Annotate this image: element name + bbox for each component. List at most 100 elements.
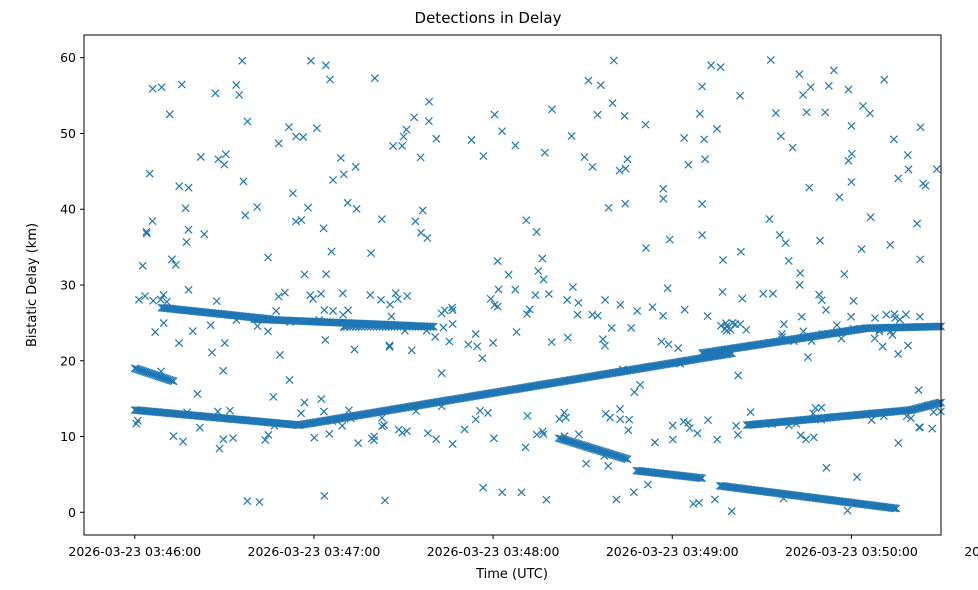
data-point-1727 (700, 135, 709, 144)
data-point-1446 (352, 204, 361, 213)
data-point-1481 (483, 408, 492, 417)
data-point-1485 (511, 141, 520, 150)
data-point-1344 (471, 415, 480, 424)
data-point-1625 (393, 295, 402, 304)
data-point-1292 (390, 322, 399, 331)
data-point-1546 (464, 340, 473, 349)
data-point-1504 (315, 316, 324, 325)
data-point-1575 (325, 75, 335, 84)
data-point-1057 (584, 443, 593, 452)
data-point-1376 (544, 289, 553, 299)
data-point-1571 (779, 494, 788, 503)
data-point-1673 (902, 412, 911, 421)
data-point-1509 (568, 283, 577, 292)
data-point-1585 (328, 416, 337, 426)
data-point-1296 (402, 322, 411, 331)
marker-layer (130, 55, 946, 516)
data-point-1609 (479, 152, 488, 161)
data-point-1338 (684, 418, 693, 427)
data-point-1314 (264, 430, 273, 439)
data-point-1659 (377, 413, 387, 422)
data-point-1667 (710, 495, 719, 504)
data-point-1734 (693, 429, 702, 438)
data-point-1519 (400, 326, 409, 335)
data-point-1415 (300, 398, 309, 407)
data-point-1456 (177, 80, 186, 89)
data-point-1334 (319, 407, 328, 416)
data-point-1501 (703, 312, 712, 321)
data-point-1738 (148, 84, 157, 93)
data-point-1715 (151, 328, 160, 337)
data-point-1305 (429, 322, 438, 331)
data-point-1300 (414, 322, 423, 331)
data-point-1669 (141, 292, 150, 301)
data-point-1436 (387, 312, 396, 321)
data-point-1309 (795, 70, 804, 79)
data-point-974 (933, 399, 943, 408)
data-point-1278 (348, 322, 357, 331)
data-point-1562 (511, 285, 520, 294)
data-point-1590 (795, 280, 804, 289)
data-point-1760 (608, 99, 617, 108)
data-point-1644 (423, 429, 432, 438)
data-point-1614 (304, 203, 313, 212)
data-point-1429 (894, 350, 903, 359)
data-point-1042 (562, 436, 571, 445)
data-point-1321 (159, 290, 168, 299)
data-point-1768 (698, 199, 707, 208)
data-point-1753 (339, 170, 348, 179)
data-point-1482 (310, 433, 319, 442)
data-point-1561 (540, 148, 549, 157)
data-point-1622 (843, 506, 852, 515)
data-point-1490 (929, 408, 938, 417)
data-point-1370 (417, 228, 426, 237)
x-tick-label-4: 2026-03-23 03:50:00 (785, 544, 918, 559)
data-point-1573 (824, 81, 833, 90)
data-point-1690 (418, 206, 427, 215)
data-point-1246 (890, 504, 899, 513)
data-point-1635 (618, 365, 627, 374)
data-point-1689 (320, 305, 329, 315)
data-point-1747 (241, 211, 250, 220)
data-point-1462 (424, 117, 433, 126)
data-point-1364 (718, 287, 727, 296)
data-point-1739 (157, 83, 166, 92)
data-point-1654 (733, 430, 742, 439)
data-point-1403 (584, 76, 593, 85)
data-point-1128 (698, 474, 707, 483)
data-point-1493 (206, 321, 215, 330)
data-point-1719 (297, 409, 306, 418)
data-point-1126 (695, 473, 704, 482)
data-point-1623 (239, 177, 248, 186)
data-point-1077 (614, 452, 623, 461)
data-point-1449 (274, 292, 283, 301)
data-point-1685 (679, 417, 688, 426)
data-point-783 (935, 322, 944, 331)
data-point-1662 (473, 342, 482, 351)
data-point-1775 (835, 193, 844, 202)
data-point-1516 (389, 142, 398, 151)
data-point-1473 (165, 110, 174, 119)
data-point-1043 (563, 436, 572, 445)
data-point-1059 (587, 444, 596, 453)
data-point-1308 (243, 497, 252, 506)
data-point-1645 (903, 341, 913, 350)
data-point-1594 (270, 421, 279, 430)
data-point-1477 (200, 230, 209, 239)
data-point-1517 (878, 342, 887, 351)
data-point-1496 (476, 406, 485, 415)
data-point-1596 (721, 319, 730, 328)
data-point-1347 (829, 66, 838, 75)
data-point-1565 (486, 294, 495, 303)
data-point-25 (168, 376, 177, 385)
data-point-1773 (775, 230, 784, 240)
data-point-1627 (815, 290, 824, 299)
data-point-1550 (903, 150, 912, 159)
data-point-1079 (617, 453, 626, 462)
data-point-1528 (630, 388, 639, 397)
data-point-1433 (498, 488, 507, 497)
x-tick-label-3: 2026-03-23 03:49:00 (606, 544, 739, 559)
data-point-1354 (378, 422, 387, 431)
data-point-1505 (431, 332, 440, 342)
data-point-1696 (629, 488, 638, 497)
